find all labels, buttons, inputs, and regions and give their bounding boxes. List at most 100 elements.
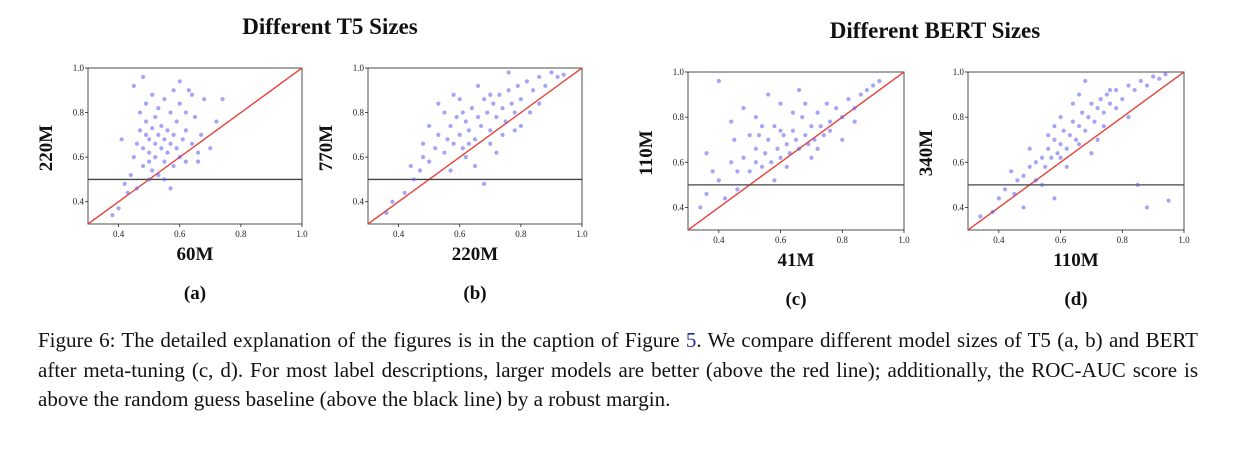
scatter-point (809, 124, 814, 129)
scatter-point (1092, 119, 1097, 124)
scatter-point (137, 128, 143, 133)
scatter-point (147, 150, 152, 155)
scatter-point (460, 146, 465, 151)
scatter-point (766, 137, 771, 142)
scatter-point (183, 128, 188, 133)
scatter-point (778, 155, 783, 160)
scatter-point (787, 151, 792, 156)
y-tick-label: 1.0 (73, 63, 85, 73)
scatter-point (436, 101, 441, 106)
scatter-point (1166, 198, 1171, 203)
scatter-point (475, 83, 481, 88)
scatter-point (134, 186, 140, 191)
scatter-point (741, 155, 746, 160)
diagonal-line (88, 68, 302, 224)
scatter-point (156, 172, 161, 178)
scatter-point (555, 74, 560, 80)
figure: Different T5 Sizes Different BERT Sizes … (36, 14, 1190, 310)
scatter-point (186, 88, 191, 93)
scatter-point (753, 160, 758, 165)
scatter-point (140, 163, 146, 169)
scatter-point (840, 137, 845, 142)
scatter-point (128, 172, 133, 178)
scatter-point (1101, 110, 1106, 115)
scatter-point (162, 97, 167, 102)
y-tick-label: 0.4 (73, 197, 85, 207)
scatter-point (741, 106, 746, 111)
scatter-point (427, 123, 432, 129)
scatter-point (417, 168, 423, 173)
scatter-point (877, 78, 882, 84)
scatter-point (778, 128, 783, 133)
scatter-plot-c: 0.4 0.6 0.8 1.0 0.4 0.6 0.8 1.0 41M 110M (c) (636, 67, 910, 310)
scatter-point (812, 137, 817, 142)
scatter-point (698, 205, 703, 210)
group-title-t5: Different T5 Sizes (242, 14, 418, 39)
plot-frame (967, 71, 1185, 231)
scatter-point (208, 146, 213, 151)
scatter-point (815, 110, 820, 115)
scatter-point (433, 146, 438, 151)
scatter-point (796, 87, 802, 93)
y-tick-label: 1.0 (673, 67, 685, 77)
scatter-point (827, 128, 833, 133)
scatter-point (527, 110, 533, 115)
scatter-point (1012, 191, 1017, 196)
scatter-point (177, 79, 182, 84)
scatter-point (722, 196, 728, 201)
x-tick-label: 1.0 (296, 229, 308, 239)
scatter-point (1052, 124, 1057, 129)
scatter-point (1043, 164, 1048, 169)
scatter-point (174, 119, 179, 124)
scatter-point (171, 132, 176, 137)
panel-label: (b) (463, 283, 486, 304)
scatter-point (436, 132, 441, 137)
scatter-point (192, 114, 198, 120)
scatter-point (756, 133, 762, 138)
scatter-point (147, 177, 152, 182)
scatter-point (1163, 72, 1168, 77)
scatter-point (1055, 151, 1060, 156)
scatter-point (784, 164, 789, 169)
scatter-point (500, 106, 505, 111)
scatter-point (153, 114, 158, 120)
scatter-point (140, 146, 146, 151)
scatter-point (766, 92, 771, 97)
scatter-point (824, 101, 829, 106)
scatter-point (772, 124, 777, 129)
scatter-point (150, 168, 155, 173)
scatter-point (1107, 101, 1113, 106)
x-tick-label: 0.4 (713, 235, 725, 245)
scatter-point (137, 110, 143, 115)
scatter-point (122, 181, 127, 186)
reference-lines (368, 68, 582, 224)
scatter-point (543, 83, 548, 88)
scatter-point (445, 137, 450, 142)
scatter-point (1064, 146, 1069, 151)
scatter-point (530, 88, 536, 93)
scatter-point (420, 141, 426, 146)
scatter-point (1089, 151, 1094, 156)
scatter-point (1076, 124, 1082, 129)
scatter-point (189, 141, 195, 146)
scatter-point (448, 168, 453, 173)
figure-ref-link[interactable]: 5 (685, 328, 697, 352)
scatter-point (1076, 142, 1082, 147)
scatter-point (1046, 146, 1051, 151)
scatter-point (384, 210, 389, 215)
scatter-point (1083, 78, 1088, 84)
scatter-point (143, 132, 149, 137)
scatter-point (990, 209, 995, 215)
scatter-point (1058, 142, 1063, 147)
scatter-point (512, 110, 517, 115)
diagonal-line (968, 72, 1184, 230)
scatter-point (1138, 78, 1143, 84)
scatter-point (488, 128, 493, 133)
scatter-point (1021, 173, 1026, 178)
scatter-point (1058, 115, 1063, 120)
scatter-point (168, 186, 173, 191)
scatter-point (821, 133, 826, 138)
scatter-point (463, 119, 468, 124)
scatter-point (168, 141, 173, 146)
scatter-point (479, 123, 484, 129)
